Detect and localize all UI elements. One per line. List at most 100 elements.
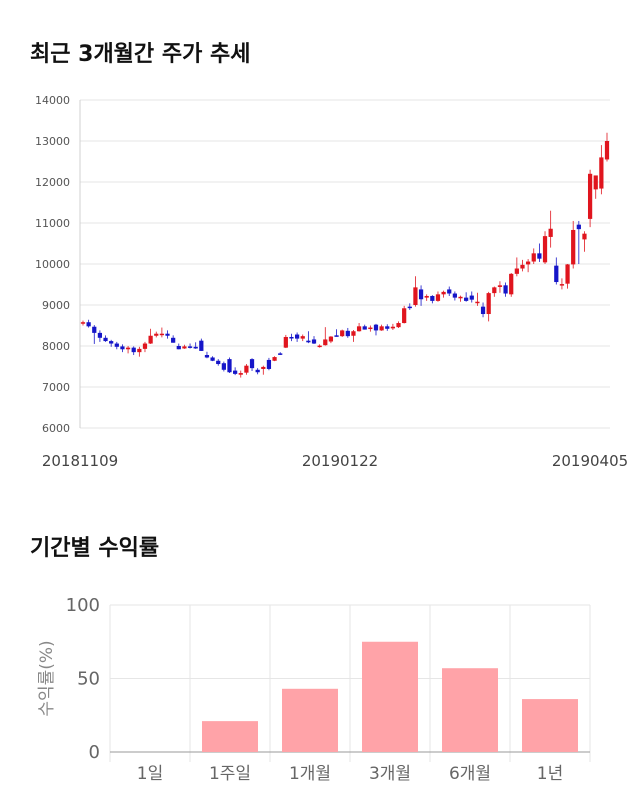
candle-body: [80, 322, 86, 324]
candle-body: [441, 291, 446, 295]
y-tick-label: 100: [66, 595, 100, 616]
candle-body: [238, 373, 243, 375]
candle-body: [599, 157, 604, 189]
candle-body: [199, 340, 204, 351]
candle-body: [92, 326, 97, 333]
candle-body: [452, 293, 457, 298]
candle-body: [244, 365, 249, 373]
candle-body: [548, 228, 553, 237]
candle-body: [193, 346, 198, 349]
candle-body: [317, 345, 322, 348]
candle-body: [137, 348, 142, 353]
x-tick-label: 1년: [537, 764, 563, 784]
candle-body: [407, 306, 412, 309]
candle-body: [311, 339, 317, 344]
candle-body: [565, 264, 570, 284]
candle-body: [272, 357, 277, 361]
candle-body: [390, 326, 396, 329]
candle-body: [86, 322, 91, 327]
candle-body: [559, 284, 565, 286]
candle-body: [182, 346, 187, 349]
candle-body: [509, 273, 514, 295]
candle-body: [294, 334, 300, 339]
candle-body: [582, 233, 587, 240]
x-tick-label: 20190405: [552, 452, 628, 470]
candle-body: [204, 355, 210, 358]
y-tick-label: 9000: [42, 299, 70, 312]
candle-body: [97, 332, 103, 338]
y-axis-label: 수익률(%): [37, 640, 57, 716]
candle-body: [171, 337, 176, 343]
candle-body: [447, 289, 452, 294]
candle-body: [216, 360, 221, 365]
bar: [202, 721, 258, 752]
return-bar-chart: 0 50 100 1일 1주일 1개월 3개월 6개월 1년 수익률(%): [37, 595, 591, 784]
candle-body: [497, 285, 503, 287]
candle-body: [154, 333, 159, 336]
candle-body: [233, 370, 238, 374]
candle-body: [187, 346, 193, 348]
candle-body: [537, 253, 542, 259]
y-tick-label: 14000: [35, 94, 70, 107]
candle-body: [475, 301, 480, 304]
candle-body: [520, 264, 525, 269]
candle-body: [503, 285, 508, 294]
candle-body: [306, 340, 311, 343]
y-tick-label: 13000: [35, 135, 70, 148]
candle-body: [120, 346, 125, 350]
candle-body: [526, 261, 531, 265]
candle-body: [328, 336, 334, 342]
candle-body: [334, 335, 339, 337]
candle-body: [385, 326, 390, 329]
candle-body: [114, 343, 119, 347]
candle-body: [103, 337, 108, 342]
period-return-title: 기간별 수익률: [30, 536, 160, 561]
candle-body: [469, 295, 474, 300]
bar: [362, 641, 418, 752]
candle-body: [587, 173, 593, 219]
candle-body: [165, 333, 170, 336]
candle-body: [340, 330, 345, 337]
candle-body: [323, 339, 328, 346]
candle-body: [373, 324, 379, 331]
candle-body: [424, 295, 429, 298]
candle-body: [413, 287, 418, 305]
x-tick-label: 6개월: [449, 764, 491, 784]
candle-body: [571, 229, 576, 265]
candle-body: [351, 331, 356, 336]
candle-body: [278, 353, 283, 355]
bar: [522, 699, 578, 752]
candle-body: [379, 326, 384, 331]
candle-body: [604, 141, 610, 160]
x-tick-label: 20181109: [42, 452, 118, 470]
candle-body: [368, 327, 373, 330]
x-tick-label: 20190122: [302, 452, 378, 470]
candle-body: [356, 326, 362, 332]
candle-body: [125, 347, 131, 350]
candle-body: [576, 224, 581, 230]
candle-body: [283, 336, 288, 348]
candle-body: [159, 333, 164, 336]
y-tick-label: 11000: [35, 217, 70, 230]
x-tick-label: 1개월: [289, 764, 331, 784]
price-trend-title: 최근 3개월간 주가 추세: [30, 42, 251, 67]
candle-body: [210, 357, 215, 361]
candle-body: [289, 336, 294, 339]
candle-body: [142, 343, 148, 349]
y-tick-label: 10000: [35, 258, 70, 271]
candle-body: [593, 175, 598, 190]
candle-body: [458, 296, 463, 299]
candle-body: [261, 366, 266, 369]
candle-body: [464, 297, 469, 301]
candle-body: [176, 346, 181, 350]
candle-body: [227, 359, 232, 373]
candle-body: [492, 287, 497, 294]
candle-body: [300, 336, 305, 339]
candle-body: [435, 294, 441, 301]
candle-body: [131, 347, 136, 353]
x-tick-label: 1일: [137, 764, 163, 784]
candle-body: [362, 326, 367, 330]
candle-body: [109, 341, 114, 344]
candle-body: [542, 236, 548, 263]
candle-body: [266, 359, 272, 369]
